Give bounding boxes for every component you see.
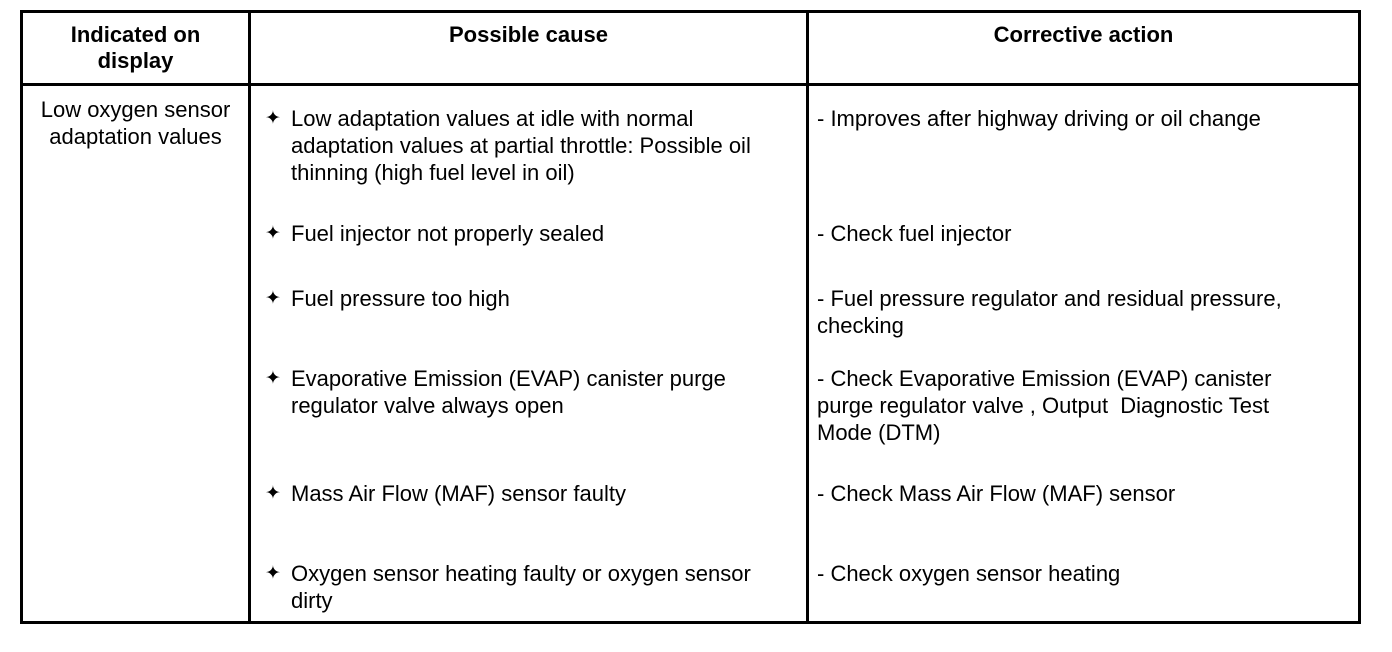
action-item: - Check fuel injector bbox=[817, 221, 1012, 246]
diamond-bullet-icon: ✦ bbox=[265, 108, 281, 129]
indicated-on-display-cell: Low oxygen sensor adaptation values bbox=[23, 86, 251, 621]
possible-cause-column: ✦ Low adaptation values at idle with nor… bbox=[251, 86, 809, 621]
diamond-bullet-icon: ✦ bbox=[265, 368, 281, 389]
header-indicated-on-display: Indicated on display bbox=[23, 13, 251, 83]
cause-item: ✦ Mass Air Flow (MAF) sensor faulty bbox=[265, 461, 806, 541]
cause-item: ✦ Fuel pressure too high bbox=[265, 266, 806, 346]
cause-item: ✦ Low adaptation values at idle with nor… bbox=[265, 86, 806, 201]
cause-item: ✦ Evaporative Emission (EVAP) canister p… bbox=[265, 346, 806, 461]
diagnostic-table: Indicated on display Possible cause Corr… bbox=[20, 10, 1361, 624]
corrective-action-column: - Improves after highway driving or oil … bbox=[809, 86, 1358, 621]
cause-text: Evaporative Emission (EVAP) canister pur… bbox=[291, 366, 726, 418]
cause-text: Mass Air Flow (MAF) sensor faulty bbox=[291, 481, 626, 506]
action-item: - Check Mass Air Flow (MAF) sensor bbox=[817, 481, 1176, 506]
table-body-row: Low oxygen sensor adaptation values ✦ Lo… bbox=[23, 86, 1358, 621]
cause-text: Fuel injector not properly sealed bbox=[291, 221, 605, 246]
cause-text: Fuel pressure too high bbox=[291, 286, 510, 311]
cause-text: Low adaptation values at idle with norma… bbox=[291, 106, 751, 185]
action-item: - Check oxygen sensor heating bbox=[817, 561, 1121, 586]
cause-item: ✦ Oxygen sensor heating faulty or oxygen… bbox=[265, 541, 806, 621]
header-possible-cause: Possible cause bbox=[251, 13, 809, 83]
diamond-bullet-icon: ✦ bbox=[265, 563, 281, 584]
diamond-bullet-icon: ✦ bbox=[265, 288, 281, 309]
action-item: - Improves after highway driving or oil … bbox=[817, 106, 1261, 131]
table-header-row: Indicated on display Possible cause Corr… bbox=[23, 13, 1358, 86]
diamond-bullet-icon: ✦ bbox=[265, 223, 281, 244]
header-corrective-action: Corrective action bbox=[993, 22, 1174, 47]
cause-text: Oxygen sensor heating faulty or oxygen s… bbox=[291, 561, 751, 613]
action-item: - Check Evaporative Emission (EVAP) cani… bbox=[817, 366, 1272, 445]
diamond-bullet-icon: ✦ bbox=[265, 483, 281, 504]
cause-item: ✦ Fuel injector not properly sealed bbox=[265, 201, 806, 266]
action-item: - Fuel pressure regulator and residual p… bbox=[817, 286, 1282, 338]
